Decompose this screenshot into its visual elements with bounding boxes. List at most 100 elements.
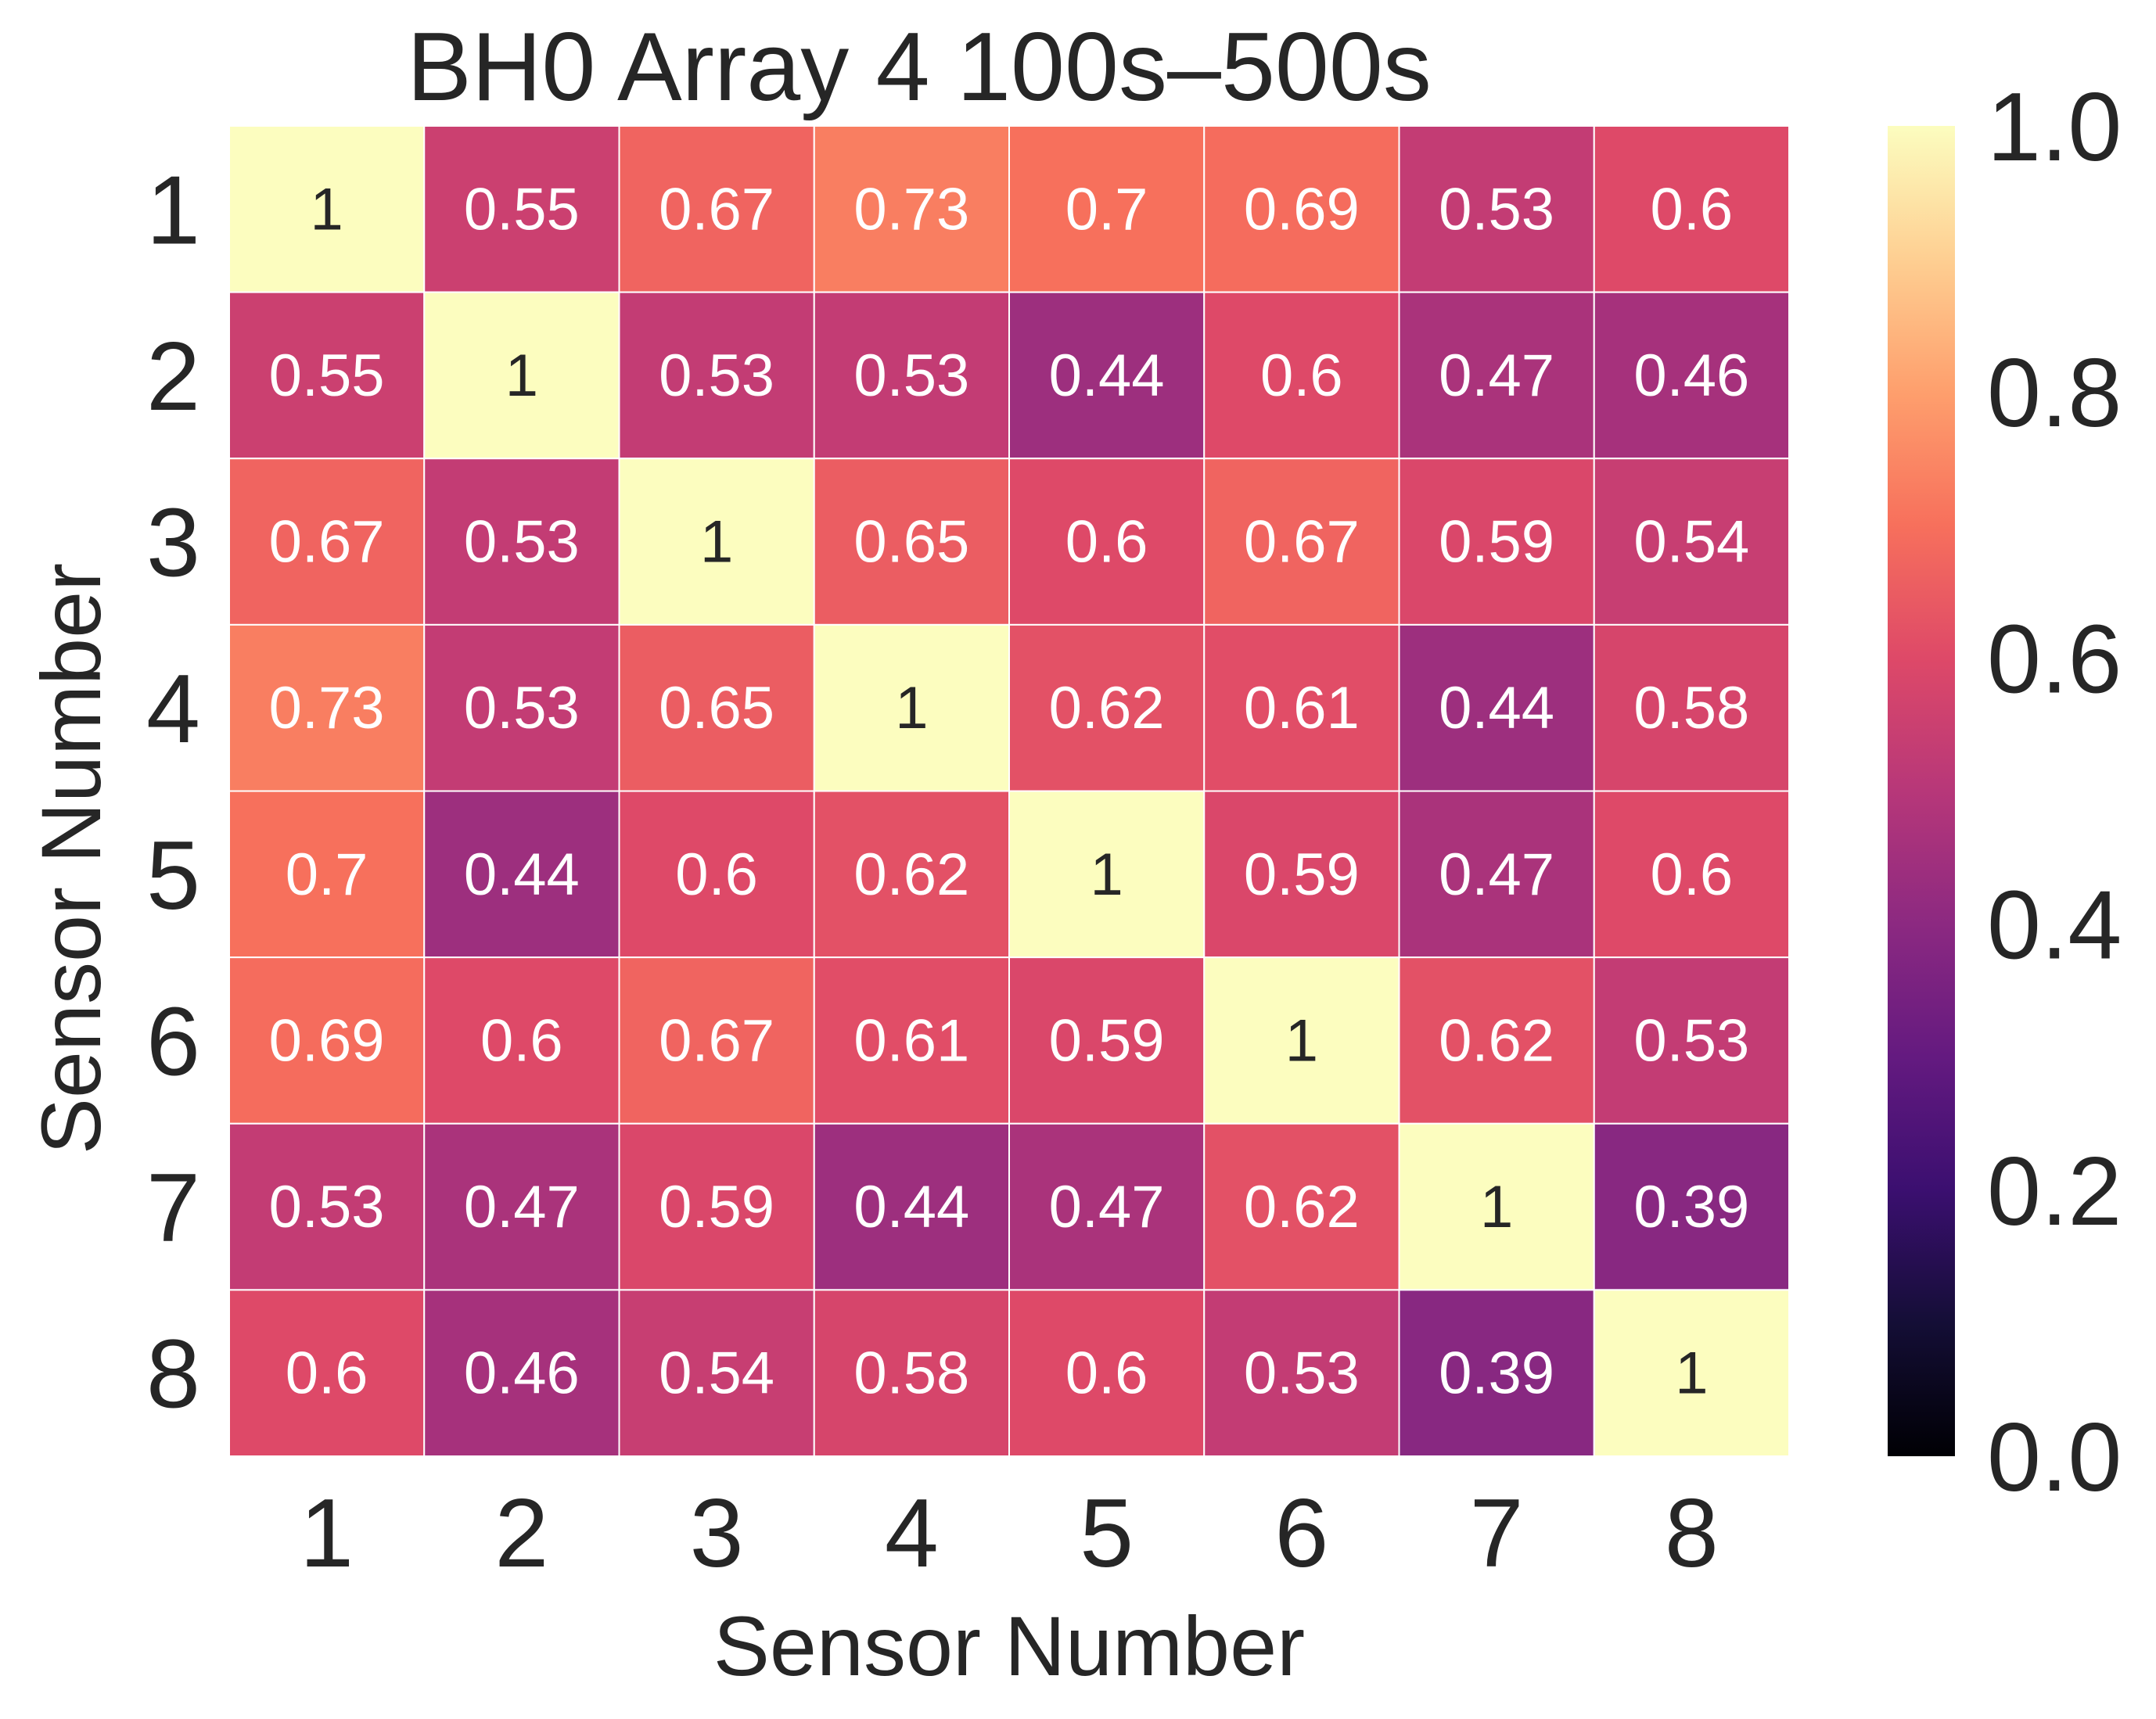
cell-value-label: 0.59 bbox=[659, 1174, 774, 1240]
cell-value-label: 1 bbox=[1090, 842, 1123, 908]
y-tick-label: 6 bbox=[146, 988, 200, 1096]
colorbar-tick-label: 0.8 bbox=[1987, 339, 2122, 447]
x-tick-labels: 1 2 3 4 5 6 7 8 bbox=[300, 1480, 1719, 1588]
cell-value-label: 1 bbox=[700, 509, 733, 576]
heatmap-cell bbox=[1398, 1289, 1595, 1457]
heatmap-cell bbox=[1008, 291, 1206, 460]
cell-value-label: 0.67 bbox=[269, 509, 385, 576]
heatmap-cell bbox=[813, 125, 1010, 293]
cell-value-label: 0.69 bbox=[1244, 176, 1360, 242]
cell-annotations: 1 0.55 0.67 0.73 0.7 0.69 0.53 0.6 0.55 1 0.53 0.53… bbox=[269, 176, 1750, 1406]
cell-value-label: 1 bbox=[310, 176, 343, 242]
heatmap-cell bbox=[1203, 956, 1400, 1125]
heatmap-cell bbox=[423, 291, 620, 460]
colorbar-tick-label: 0.4 bbox=[1987, 872, 2122, 980]
heatmap-cell bbox=[423, 1122, 620, 1291]
cell-value-label: 0.46 bbox=[1633, 343, 1749, 409]
y-tick-labels: 1 2 3 4 5 6 7 8 bbox=[146, 156, 200, 1428]
cell-value-label: 0.6 bbox=[1651, 842, 1734, 908]
cell-value-label: 0.46 bbox=[464, 1340, 580, 1407]
heatmap-cells bbox=[228, 125, 1790, 1457]
cell-value-label: 0.6 bbox=[675, 842, 758, 908]
heatmap-cell bbox=[1008, 458, 1206, 626]
heatmap-cell bbox=[1203, 458, 1400, 626]
heatmap-cell bbox=[1203, 790, 1400, 959]
cell-value-label: 0.47 bbox=[1439, 842, 1554, 908]
cell-value-label: 0.67 bbox=[1244, 509, 1360, 576]
cell-value-label: 0.62 bbox=[1049, 675, 1165, 741]
colorbar bbox=[1888, 126, 1955, 1456]
heatmap-cell bbox=[423, 125, 620, 293]
cell-value-label: 0.62 bbox=[1439, 1007, 1554, 1074]
cell-value-label: 0.6 bbox=[1065, 509, 1148, 576]
cell-value-label: 0.7 bbox=[286, 842, 368, 908]
cell-value-label: 0.54 bbox=[1633, 509, 1749, 576]
x-tick-label: 7 bbox=[1470, 1480, 1524, 1588]
y-tick-label: 3 bbox=[146, 490, 200, 598]
cell-value-label: 0.44 bbox=[1049, 343, 1165, 409]
cell-value-label: 0.58 bbox=[1633, 675, 1749, 741]
heatmap-cell bbox=[618, 458, 815, 626]
heatmap-cell bbox=[1398, 790, 1595, 959]
heatmap-cell bbox=[813, 623, 1010, 792]
cell-value-label: 0.53 bbox=[464, 509, 580, 576]
heatmap-cell bbox=[618, 1122, 815, 1291]
cell-value-label: 1 bbox=[1675, 1340, 1708, 1407]
heatmap-cell bbox=[1398, 623, 1595, 792]
cell-value-label: 0.65 bbox=[853, 509, 969, 576]
cell-value-label: 0.39 bbox=[1439, 1340, 1554, 1407]
heatmap-cell bbox=[228, 623, 426, 792]
y-tick-label: 5 bbox=[146, 822, 200, 930]
heatmap-cell bbox=[1008, 1289, 1206, 1457]
y-tick-label: 4 bbox=[146, 655, 200, 763]
x-tick-label: 5 bbox=[1080, 1480, 1134, 1588]
heatmap-cell bbox=[1203, 291, 1400, 460]
colorbar-tick-label: 0.6 bbox=[1987, 605, 2122, 713]
colorbar-tick-labels: 0.0 0.2 0.4 0.6 0.8 1.0 bbox=[1987, 74, 2122, 1512]
cell-value-label: 0.61 bbox=[853, 1007, 969, 1074]
heatmap-cell bbox=[618, 790, 815, 959]
heatmap-cell bbox=[1203, 125, 1400, 293]
cell-value-label: 0.65 bbox=[659, 675, 774, 741]
heatmap-cell bbox=[813, 790, 1010, 959]
heatmap-cell bbox=[813, 291, 1010, 460]
heatmap-cell bbox=[1203, 1122, 1400, 1291]
cell-value-label: 0.47 bbox=[1049, 1174, 1165, 1240]
heatmap-cell bbox=[423, 458, 620, 626]
cell-value-label: 0.55 bbox=[464, 176, 580, 242]
heatmap-cell bbox=[1398, 291, 1595, 460]
cell-value-label: 1 bbox=[505, 343, 538, 409]
heatmap-cell bbox=[1593, 458, 1790, 626]
y-tick-label: 2 bbox=[146, 323, 200, 431]
cell-value-label: 0.44 bbox=[464, 842, 580, 908]
cell-value-label: 0.6 bbox=[1065, 1340, 1148, 1407]
cell-value-label: 0.59 bbox=[1049, 1007, 1165, 1074]
cell-value-label: 0.59 bbox=[1244, 842, 1360, 908]
cell-value-label: 0.44 bbox=[853, 1174, 969, 1240]
cell-value-label: 0.53 bbox=[1633, 1007, 1749, 1074]
chart-title: BH0 Array 4 100s–500s bbox=[407, 13, 1432, 121]
cell-value-label: 0.6 bbox=[480, 1007, 563, 1074]
cell-value-label: 0.62 bbox=[1244, 1174, 1360, 1240]
y-tick-label: 1 bbox=[146, 156, 200, 264]
cell-value-label: 0.53 bbox=[853, 343, 969, 409]
cell-value-label: 0.69 bbox=[269, 1007, 385, 1074]
heatmap-cell bbox=[1593, 291, 1790, 460]
cell-value-label: 0.67 bbox=[659, 176, 774, 242]
cell-value-label: 0.55 bbox=[269, 343, 385, 409]
cell-value-label: 0.47 bbox=[464, 1174, 580, 1240]
heatmap-cell bbox=[813, 1289, 1010, 1457]
cell-value-label: 0.54 bbox=[659, 1340, 774, 1407]
heatmap-cell bbox=[1008, 956, 1206, 1125]
heatmap-cell bbox=[1593, 1289, 1790, 1457]
heatmap-cell bbox=[423, 1289, 620, 1457]
colorbar-tick-label: 0.2 bbox=[1987, 1138, 2122, 1246]
cell-value-label: 0.59 bbox=[1439, 509, 1554, 576]
heatmap-cell bbox=[1593, 956, 1790, 1125]
heatmap-cell bbox=[1398, 458, 1595, 626]
cell-value-label: 0.7 bbox=[1065, 176, 1148, 242]
x-tick-label: 2 bbox=[494, 1480, 548, 1588]
heatmap-cell bbox=[813, 458, 1010, 626]
colorbar-tick-label: 1.0 bbox=[1987, 74, 2122, 181]
